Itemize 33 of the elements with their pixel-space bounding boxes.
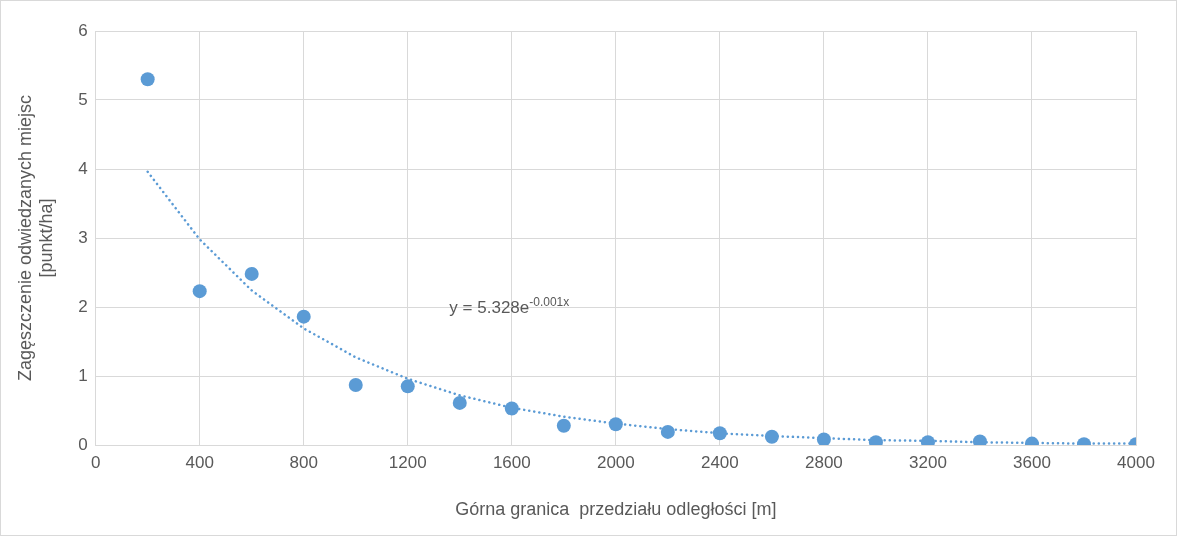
x-tick-label: 2400 — [700, 452, 739, 472]
x-tick-label: 3200 — [909, 452, 947, 472]
point — [556, 418, 571, 433]
point — [452, 395, 467, 410]
y-tick-label: 5 — [78, 89, 88, 109]
y-tick-label: 4 — [78, 158, 88, 178]
point — [192, 284, 207, 299]
y-tick-label: 6 — [78, 20, 88, 40]
point — [608, 417, 623, 432]
x-tick-label: 2800 — [804, 452, 843, 472]
y-tick-label: 1 — [78, 365, 88, 385]
y-tick-label: 3 — [78, 227, 88, 247]
point — [400, 379, 415, 394]
point — [660, 424, 675, 439]
y-tick-label: 0 — [78, 434, 88, 454]
point — [712, 426, 727, 441]
x-tick-label: 400 — [185, 452, 214, 472]
point — [348, 377, 363, 392]
point — [296, 309, 311, 324]
x-tick-label: 1200 — [388, 452, 427, 472]
point — [816, 432, 831, 445]
x-tick-label: 800 — [289, 452, 318, 472]
y-tick-label: 2 — [78, 296, 88, 316]
point — [504, 401, 519, 416]
y-axis-title: Zagęszczenie odwiedzanych miejsc [punkt/ha] — [14, 94, 57, 382]
x-tick-label: 3600 — [1013, 452, 1051, 472]
point — [140, 72, 155, 87]
x-tick-label: 1600 — [492, 452, 531, 472]
x-tick-label: 2000 — [596, 452, 635, 472]
x-axis-title: Górna granica przedziału odległości [m] — [455, 499, 777, 520]
point — [244, 266, 259, 281]
x-tick-label: 4000 — [1117, 452, 1155, 472]
point — [764, 429, 779, 444]
